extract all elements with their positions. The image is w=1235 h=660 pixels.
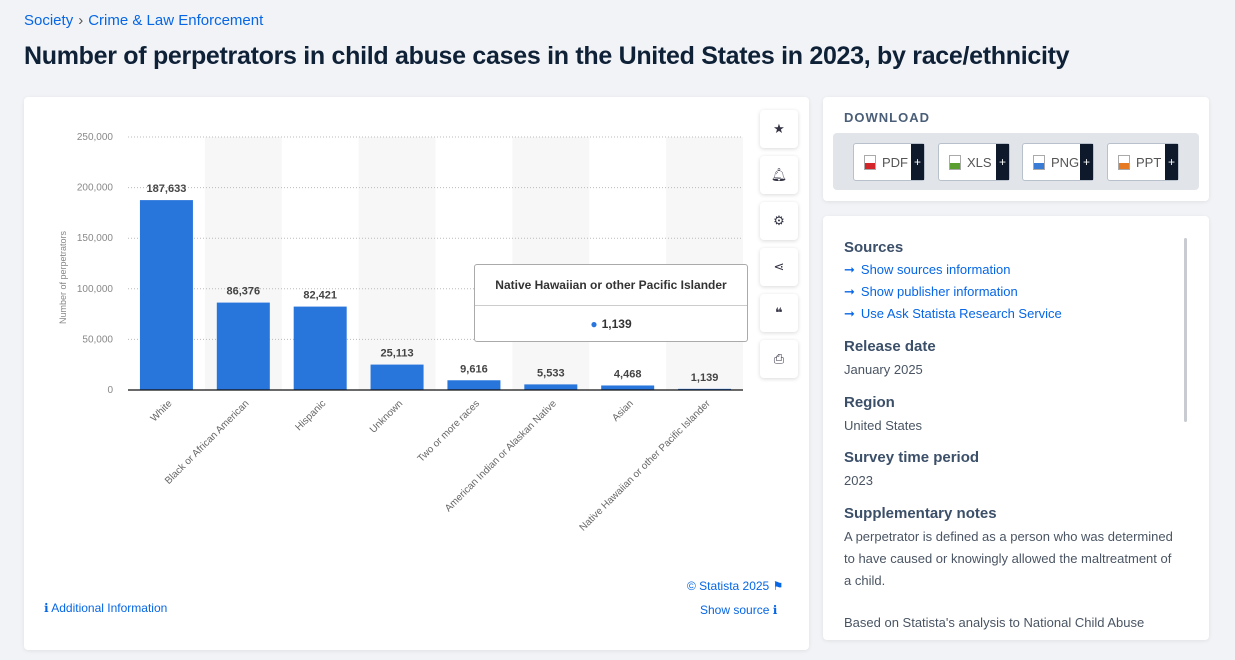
y-tick-label: 250,000 (77, 132, 114, 143)
info-panel: Sources ➞ Show sources information ➞ Show … (823, 216, 1209, 640)
category-band (666, 137, 743, 390)
bell-icon: 🔔︎ (770, 167, 788, 182)
bar (370, 364, 424, 390)
region-title: Region (844, 394, 895, 411)
data-label: 187,633 (147, 183, 187, 195)
show-sources-link[interactable]: ➞ Show sources information (844, 262, 1011, 277)
download-pdf-button[interactable]: PDF + (853, 143, 925, 181)
chart-card: 0 50,000 100,000 150,000 200,000 250,000 Numbe… (24, 97, 809, 650)
tooltip-title: Native Hawaiian or other Pacific Islande… (475, 265, 747, 306)
sources-title: Sources (844, 239, 904, 256)
y-tick-label: 200,000 (77, 183, 114, 194)
tooltip-dot: ● (590, 317, 598, 331)
bar (447, 380, 501, 390)
x-tick-label: Black or African American (163, 398, 251, 486)
quote-icon: ❝ (775, 305, 783, 320)
download-xls-button[interactable]: XLS + (938, 143, 1010, 181)
bar (601, 385, 655, 390)
png-file-icon (1033, 154, 1045, 170)
print-button[interactable]: ⎙ (760, 340, 798, 378)
release-title: Release date (844, 338, 936, 355)
show-publisher-link[interactable]: ➞ Show publisher information (844, 284, 1018, 299)
x-tick-label: Two or more races (416, 398, 482, 464)
research-service-link[interactable]: ➞ Use Ask Statista Research Service (844, 306, 1062, 321)
data-label: 1,139 (691, 372, 719, 384)
data-label: 4,468 (614, 368, 642, 380)
xls-file-icon (949, 154, 961, 170)
y-axis-label: Number of perpetrators (58, 230, 68, 324)
share-icon: ⋖ (773, 259, 785, 274)
category-band (512, 137, 590, 390)
category-band (358, 137, 436, 390)
settings-button[interactable]: ⚙ (760, 202, 798, 240)
x-tick-label: Asian (610, 398, 635, 423)
notes-text: A perpetrator is defined as a person who… (844, 529, 1173, 588)
notes-text-2: Based on Statista's analysis to National… (844, 615, 1145, 630)
bar (216, 302, 270, 390)
bar-chart: 0 50,000 100,000 150,000 200,000 250,000 Numbe… (58, 132, 743, 534)
pdf-file-icon (864, 154, 876, 170)
bar (293, 306, 347, 390)
region-value: United States (844, 418, 923, 433)
scrollbar[interactable] (1184, 238, 1187, 422)
bar (139, 200, 193, 390)
info-icon: ℹ (772, 603, 778, 617)
y-tick-label: 150,000 (77, 233, 114, 244)
data-label: 86,376 (226, 286, 260, 298)
data-label: 5,533 (537, 367, 565, 379)
data-label: 9,616 (460, 363, 488, 375)
plus-icon[interactable]: + (996, 144, 1009, 180)
notes-title: Supplementary notes (844, 505, 997, 522)
period-value: 2023 (844, 473, 873, 488)
release-date: January 2025 (844, 362, 923, 377)
notification-button[interactable]: 🔔︎ (760, 156, 798, 194)
download-title: DOWNLOAD (844, 110, 930, 125)
arrow-right-icon: ➞ (844, 284, 855, 299)
download-buttons: PDF + XLS + PNG + PPT + (833, 133, 1199, 190)
bar (524, 384, 578, 390)
plus-icon[interactable]: + (1080, 144, 1093, 180)
show-source-link[interactable]: Show source ℹ (700, 603, 778, 617)
arrow-right-icon: ➞ (844, 306, 855, 321)
download-label: PNG (1051, 154, 1080, 170)
copyright-link[interactable]: © Statista 2025 ⚑ (687, 579, 784, 593)
breadcrumb-crime[interactable]: Crime & Law Enforcement (88, 12, 264, 29)
plus-icon[interactable]: + (911, 144, 924, 180)
data-label: 82,421 (303, 290, 337, 302)
x-tick-label: Unknown (368, 398, 405, 435)
download-png-button[interactable]: PNG + (1022, 143, 1094, 181)
y-tick-label: 0 (107, 385, 113, 396)
x-tick-label: Hispanic (293, 398, 328, 433)
star-icon: ★ (773, 121, 785, 136)
y-tick-label: 50,000 (82, 334, 113, 345)
gear-icon: ⚙ (773, 213, 785, 228)
cite-button[interactable]: ❝ (760, 294, 798, 332)
breadcrumb-society[interactable]: Society (24, 12, 74, 29)
plus-icon[interactable]: + (1165, 144, 1178, 180)
y-tick-label: 100,000 (77, 284, 114, 295)
download-ppt-button[interactable]: PPT + (1107, 143, 1179, 181)
chart-tooltip: Native Hawaiian or other Pacific Islande… (474, 264, 748, 342)
favorite-button[interactable]: ★ (760, 110, 798, 148)
download-label: PPT (1136, 154, 1162, 170)
print-icon: ⎙ (773, 351, 785, 366)
x-tick-label: Native Hawaiian or other Pacific Islande… (578, 398, 714, 534)
share-button[interactable]: ⋖ (760, 248, 798, 286)
x-tick-label: White (149, 398, 175, 424)
additional-info-link[interactable]: ℹ Additional Information (44, 601, 168, 615)
arrow-right-icon: ➞ (844, 262, 855, 277)
download-label: PDF (882, 154, 908, 170)
breadcrumb: Society › Crime & Law Enforcement (24, 12, 263, 29)
ppt-file-icon (1118, 154, 1130, 170)
download-label: XLS (967, 154, 992, 170)
period-title: Survey time period (844, 449, 980, 466)
breadcrumb-separator: › (78, 12, 84, 29)
download-panel: DOWNLOAD PDF + XLS + PNG + PPT + (823, 97, 1209, 201)
tooltip-value: 1,139 (601, 317, 632, 331)
data-label: 25,113 (381, 348, 414, 360)
flag-icon: ⚑ (772, 579, 784, 593)
page-title: Number of perpetrators in child abuse ca… (24, 42, 1070, 70)
info-icon: ℹ (44, 601, 49, 615)
